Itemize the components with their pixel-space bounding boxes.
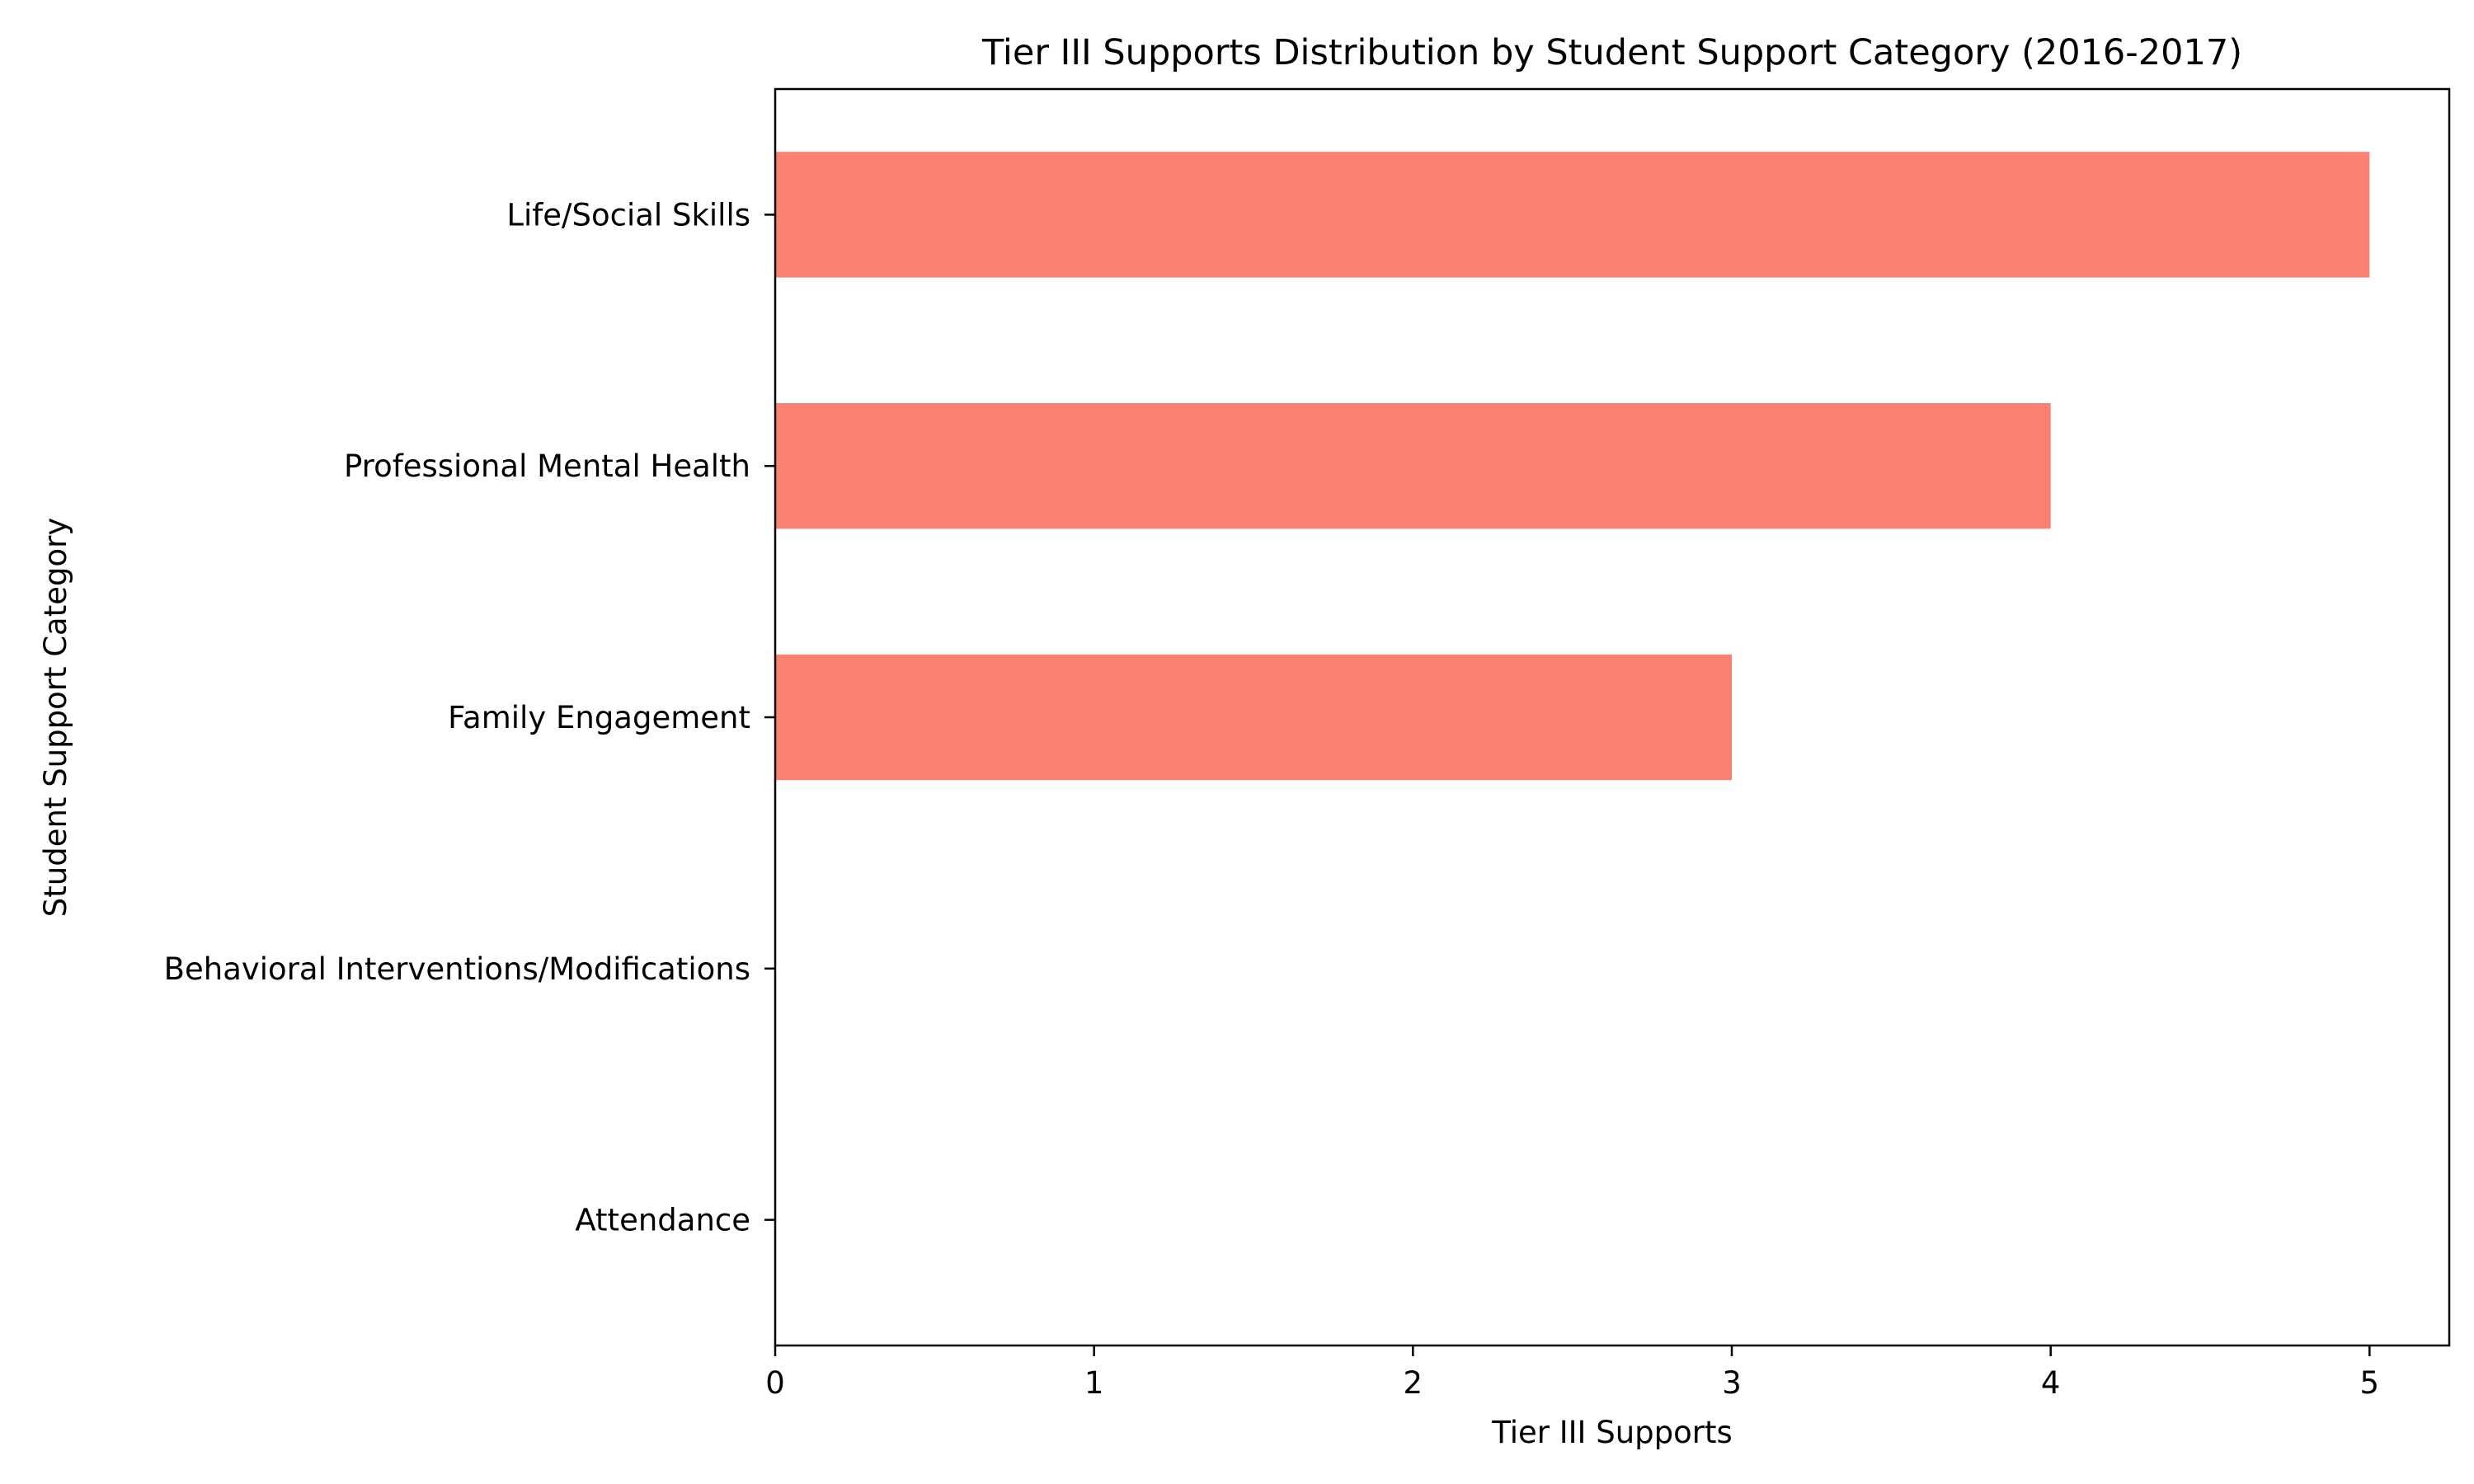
y-tick-label-family-engagement: Family Engagement	[448, 700, 750, 735]
bar-family-engagement	[775, 654, 1732, 781]
x-axis-label: Tier III Supports	[1491, 1415, 1733, 1450]
x-tick-label-2: 2	[1404, 1365, 1423, 1401]
bar-life-social-skills	[775, 152, 2370, 278]
bar-professional-mental-health	[775, 403, 2051, 529]
y-tick-label-life-social-skills: Life/Social Skills	[506, 197, 750, 232]
y-axis-label: Student Support Category	[38, 518, 73, 917]
bars-group	[775, 152, 2370, 781]
x-tick-label-5: 5	[2360, 1365, 2380, 1401]
y-tick-label-professional-mental-health: Professional Mental Health	[344, 448, 750, 484]
x-tick-label-3: 3	[1722, 1365, 1742, 1401]
x-axis-ticks: 0 1 2 3 4 5	[765, 1345, 2379, 1401]
x-tick-label-0: 0	[765, 1365, 785, 1401]
y-tick-label-behavioral-interventions-modifications: Behavioral Interventions/Modifications	[164, 951, 750, 987]
y-axis-ticks: Life/Social Skills Professional Mental He…	[164, 197, 775, 1238]
x-tick-label-4: 4	[2041, 1365, 2061, 1401]
x-tick-label-1: 1	[1084, 1365, 1104, 1401]
y-tick-label-attendance: Attendance	[575, 1203, 750, 1238]
chart-title: Tier III Supports Distribution by Studen…	[981, 32, 2242, 73]
